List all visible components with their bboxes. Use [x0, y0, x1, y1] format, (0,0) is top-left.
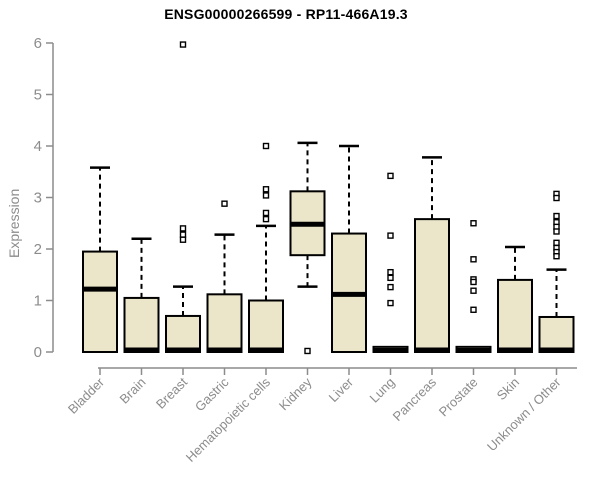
- iqr-box: [538, 315, 575, 354]
- outlier-point: [262, 209, 270, 217]
- outlier-point: [262, 186, 270, 193]
- box-group-kidney: [289, 141, 326, 355]
- outlier-point: [470, 278, 477, 286]
- x-tick-label: Lung: [367, 375, 398, 406]
- box-group-skin: [497, 245, 533, 353]
- iqr-box: [414, 218, 450, 353]
- x-tick-label: Skin: [494, 375, 522, 403]
- outlier-point: [553, 253, 560, 260]
- outlier-point: [179, 231, 187, 238]
- outlier-point: [262, 215, 270, 223]
- x-tick-label: Pancreas: [390, 374, 440, 424]
- outlier-point: [553, 239, 560, 247]
- box-group-bladder: [82, 166, 118, 353]
- x-tick-label: Kidney: [276, 374, 315, 413]
- y-tick-label: 2: [34, 241, 42, 258]
- iqr-box: [123, 296, 160, 353]
- y-tick-label: 5: [34, 87, 42, 104]
- y-tick-label: 0: [34, 344, 42, 361]
- outlier-point: [387, 283, 394, 291]
- outlier-point: [221, 200, 228, 207]
- outlier-point: [387, 274, 394, 282]
- box-group-prostate: [455, 220, 492, 354]
- outlier-point: [470, 287, 477, 294]
- outlier-point: [553, 194, 560, 202]
- chart-title: ENSG00000266599 - RP11-466A19.3: [164, 6, 408, 22]
- iqr-box: [165, 314, 201, 354]
- outlier-point: [470, 220, 477, 227]
- x-tick-label: Liver: [326, 374, 357, 405]
- outlier-point: [262, 192, 270, 199]
- outlier-point: [387, 268, 394, 276]
- outlier-point: [387, 232, 394, 239]
- outlier-point: [553, 212, 560, 220]
- box-group-pancreas: [414, 156, 450, 353]
- iqr-box: [82, 250, 118, 353]
- x-tick-label: Breast: [153, 374, 190, 411]
- y-tick-label: 3: [34, 190, 42, 207]
- iqr-box: [497, 278, 533, 353]
- y-tick-label: 6: [34, 35, 42, 52]
- iqr-box: [206, 293, 243, 354]
- outlier-point: [470, 306, 477, 313]
- box-group-hematopoietic-cells: [248, 142, 284, 353]
- outlier-point: [179, 41, 187, 48]
- outlier-point: [304, 347, 311, 355]
- x-tick-label: Gastric: [192, 374, 232, 414]
- y-tick-label: 1: [34, 293, 42, 310]
- y-tick-label: 4: [34, 138, 42, 155]
- box-group-lung: [372, 172, 409, 354]
- outlier-point: [387, 172, 394, 180]
- box-group-gastric: [206, 200, 243, 354]
- box-group-liver: [331, 144, 367, 353]
- outlier-point: [553, 228, 560, 235]
- iqr-box: [248, 299, 284, 353]
- outlier-point: [179, 236, 187, 243]
- box-group-brain: [123, 237, 160, 353]
- outlier-point: [262, 142, 270, 150]
- x-tick-label: Unknown / Other: [484, 374, 564, 454]
- x-tick-label: Prostate: [436, 375, 481, 420]
- box-group-unknown-other: [538, 190, 575, 354]
- outlier-point: [387, 299, 394, 307]
- outlier-point: [470, 256, 477, 263]
- outlier-point: [179, 225, 187, 232]
- box-group-breast: [165, 41, 201, 354]
- x-tick-label: Brain: [117, 375, 149, 407]
- x-tick-label: Bladder: [65, 374, 108, 417]
